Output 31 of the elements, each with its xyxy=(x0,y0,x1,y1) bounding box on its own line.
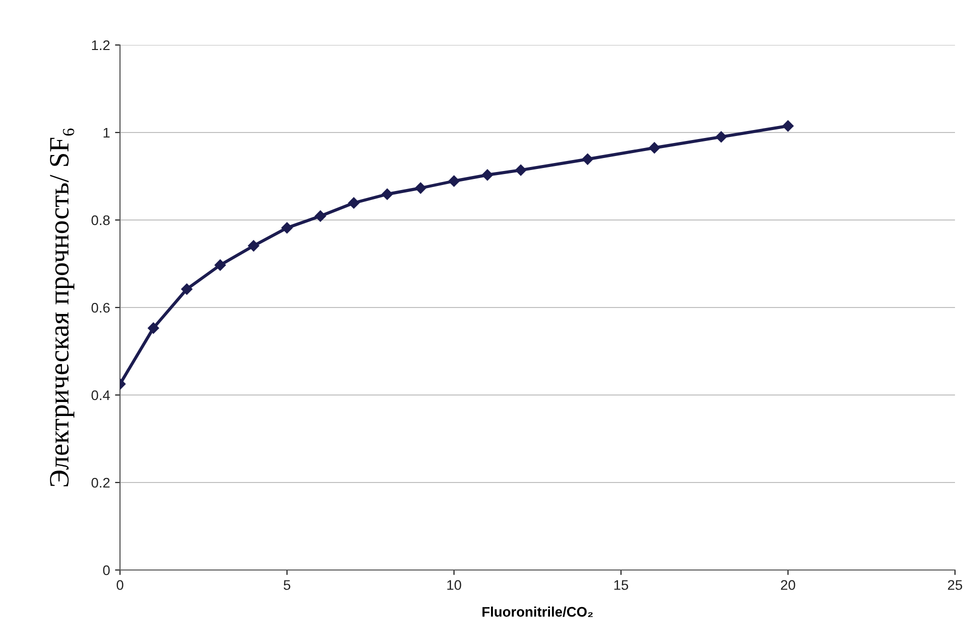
y-tick-label: 0.8 xyxy=(92,215,110,226)
point xyxy=(716,131,727,142)
point xyxy=(148,322,160,334)
y-tick-label: 1 xyxy=(104,128,110,138)
point xyxy=(482,169,494,181)
x-tick-label: 10 xyxy=(447,580,462,590)
point xyxy=(348,197,360,209)
y-tick-label: 0 xyxy=(103,565,110,576)
point xyxy=(181,284,192,295)
y-tick-label: 1.2 xyxy=(92,40,110,50)
point xyxy=(281,222,293,234)
y-axis-title: Электрическая прочность/ SF₆ xyxy=(50,128,74,486)
point xyxy=(382,188,393,200)
point xyxy=(214,259,226,271)
x-tick-label: 5 xyxy=(284,580,290,590)
point xyxy=(515,164,526,176)
point xyxy=(414,182,426,194)
point xyxy=(582,154,594,165)
x-tick-label: 25 xyxy=(948,580,962,590)
point xyxy=(782,120,794,132)
y-tick-label: 0.2 xyxy=(92,478,110,488)
x-axis-title: Fluoronitrile/CO₂ xyxy=(482,606,593,618)
x-tick-label: 20 xyxy=(780,580,796,590)
x-tick-label: 0 xyxy=(116,580,124,590)
point xyxy=(314,210,326,222)
y-tick-label: 0.4 xyxy=(92,390,110,400)
point xyxy=(648,142,660,154)
point xyxy=(248,240,260,252)
x-tick-label: 15 xyxy=(614,580,628,590)
y-tick-label: 0.6 xyxy=(92,302,110,313)
point xyxy=(448,175,460,187)
